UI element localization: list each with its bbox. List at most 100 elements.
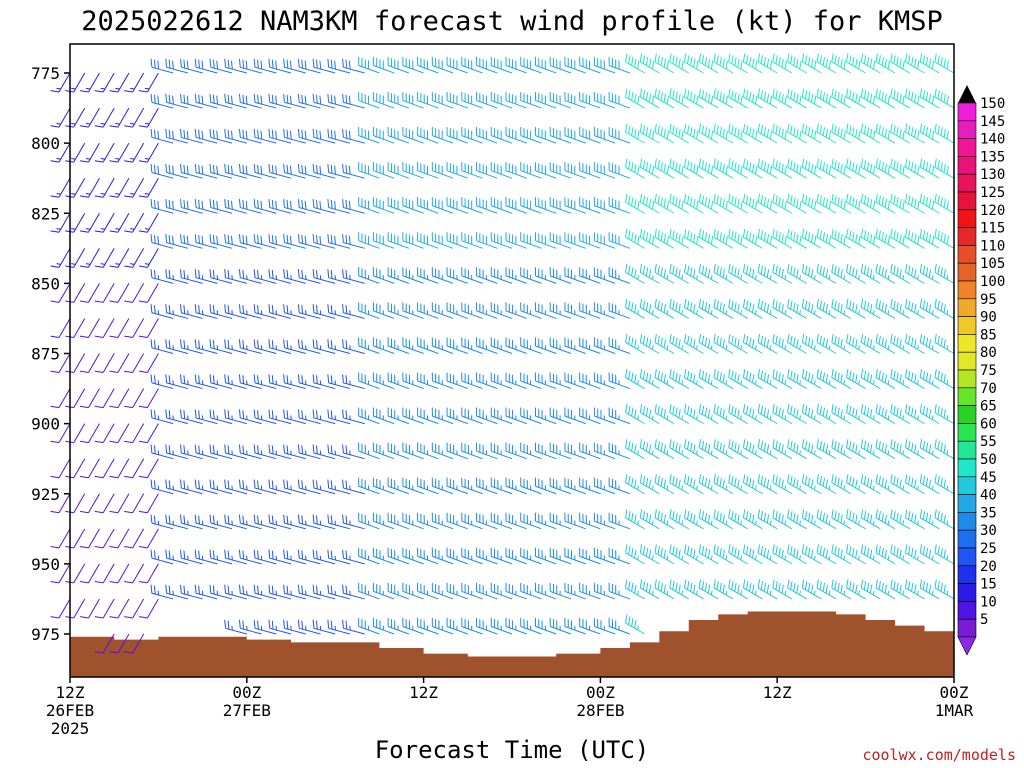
wind-barb [772,439,793,460]
wind-barb [358,302,380,319]
colorbar-over-triangle [958,85,976,103]
wind-barb [79,458,100,479]
wind-barb [50,528,71,549]
wind-barb [625,404,645,425]
wind-barb [860,439,881,460]
colorbar-swatch [957,583,977,602]
wind-barb [402,232,424,249]
wind-barb [846,544,866,565]
wind-barb [312,374,336,390]
wind-barb [327,444,351,460]
wind-barb [625,158,645,179]
wind-barb [564,547,586,565]
wind-barb [180,128,203,144]
wind-barb [283,514,306,530]
wind-barb [934,333,955,354]
wind-barb [904,333,925,354]
wind-barb [490,232,513,249]
wind-barb [846,193,866,214]
wind-barb [801,579,822,600]
wind-barb [757,333,778,354]
wind-barb [387,442,410,460]
wind-barb [919,158,940,179]
wind-barb [476,267,498,284]
wind-barb [224,269,247,284]
wind-barb [934,228,955,249]
wind-barb [654,544,675,565]
wind-barb [461,91,483,109]
wind-barb [831,88,852,109]
wind-barb [801,193,822,214]
wind-barb [564,267,586,284]
wind-barb [669,228,690,249]
wind-barb [520,267,542,284]
wind-barb [831,228,852,249]
wind-barb [593,337,616,354]
wind-barb [890,333,911,354]
wind-barb [387,582,410,600]
wind-barb [860,369,881,389]
wind-barb [757,123,778,144]
y-tick-label: 975 [31,625,60,644]
wind-barb [476,91,498,109]
wind-barb [860,228,881,249]
wind-barb [387,477,410,495]
wind-barb [772,509,793,530]
wind-barb [358,267,380,284]
wind-barb [327,93,351,109]
wind-barb [387,197,410,214]
wind-barb [358,547,380,565]
wind-barb [919,263,940,284]
wind-barb [757,193,778,214]
wind-barb [150,199,174,214]
wind-barb [109,177,130,198]
wind-barb [801,439,822,460]
wind-barb [446,442,468,460]
wind-barb [713,263,734,284]
wind-barb [860,88,881,109]
wind-barb [283,549,306,565]
wind-barb [342,619,365,635]
wind-barb [713,298,734,319]
wind-barb [625,614,645,635]
wind-barb [787,158,807,179]
wind-barb [50,353,71,374]
wind-barb [417,512,439,530]
wind-barb [387,127,410,144]
wind-barb [816,228,837,249]
wind-barb [109,598,130,619]
wind-barb [534,617,557,635]
wind-barb [327,584,351,600]
wind-barb [209,128,233,144]
wind-barb [138,142,159,163]
wind-barb [742,193,763,214]
wind-barb [654,298,675,319]
wind-barb [772,123,793,144]
wind-barb [904,509,925,530]
wind-barb [593,232,616,249]
wind-barb [654,579,675,600]
wind-barb [94,353,115,374]
wind-barb [772,544,793,565]
wind-barb [520,372,542,390]
wind-barb [312,58,336,74]
wind-barb [669,544,690,565]
wind-barb [593,617,616,635]
wind-barb [238,409,262,425]
wind-barb [417,372,439,390]
wind-barb [904,298,925,319]
wind-barb [138,72,159,93]
wind-barb [831,53,852,74]
x-tick-label-line1: 00Z [586,683,615,702]
wind-barb [461,547,483,565]
wind-barb [772,53,793,74]
wind-barb [79,598,100,619]
wind-barb [816,474,837,495]
wind-barb [639,298,660,319]
wind-barb [831,158,852,179]
wind-barb [297,93,321,109]
wind-barb [180,479,203,495]
wind-barb [742,263,763,284]
wind-barb [224,304,247,319]
colorbar-swatch [957,245,977,264]
